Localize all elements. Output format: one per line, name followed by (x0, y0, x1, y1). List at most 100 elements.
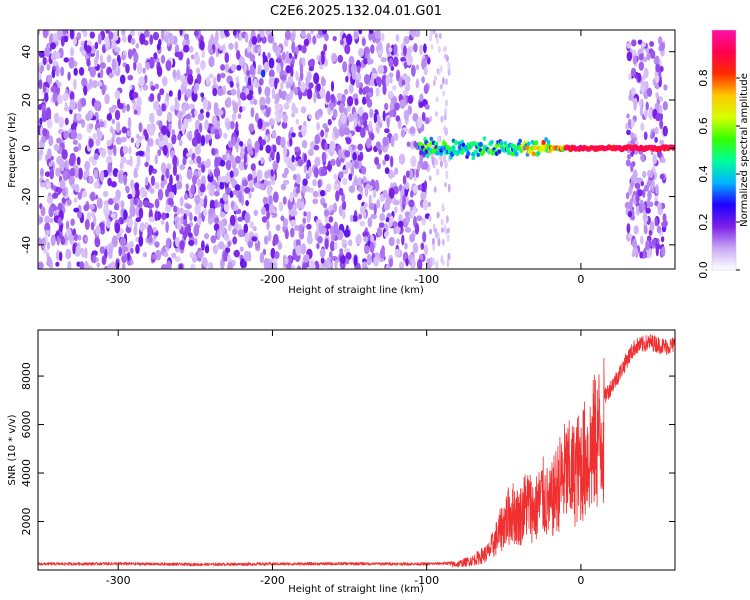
heatmap-cell (389, 90, 394, 99)
heatmap-cell (39, 117, 43, 126)
heatmap-cell (165, 237, 171, 249)
heatmap-cell (254, 182, 260, 189)
heatmap-cell (342, 61, 348, 73)
heatmap-cell (375, 87, 380, 97)
heatmap-cell (83, 204, 90, 212)
heatmap-cell (320, 257, 325, 264)
heatmap-cell (153, 52, 158, 60)
y-tick-label: 40 (20, 45, 33, 59)
heatmap-cell (71, 183, 76, 190)
heatmap-cell (284, 256, 289, 265)
heatmap-cell (347, 113, 354, 123)
heatmap-cell (419, 93, 424, 102)
heatmap-cell (179, 164, 186, 171)
heatmap-cell (650, 49, 656, 59)
heatmap-cell (404, 227, 412, 233)
heatmap-cell (68, 234, 75, 242)
heatmap-cell (373, 256, 379, 267)
x-tick-label: 0 (577, 574, 584, 587)
heatmap-cell (358, 213, 362, 220)
heatmap-cell (266, 180, 272, 187)
heatmap-cell (278, 201, 284, 212)
heatmap-cell (295, 187, 301, 194)
heatmap-cell (237, 98, 241, 108)
heatmap-cell (434, 232, 438, 239)
heatmap-cell (373, 112, 378, 124)
heatmap-cell (471, 155, 476, 161)
heatmap-cell (148, 56, 155, 69)
heatmap-cell (318, 222, 324, 234)
heatmap-cell (439, 160, 443, 168)
heatmap-cell (445, 170, 449, 180)
heatmap-cell (232, 236, 237, 245)
heatmap-cell (324, 130, 329, 139)
heatmap-cell (237, 229, 245, 238)
heatmap-cell (357, 120, 362, 126)
heatmap-cell (324, 142, 328, 151)
heatmap-cell (44, 171, 51, 177)
heatmap-cell (177, 219, 182, 231)
heatmap-cell (200, 92, 205, 98)
heatmap-cell (351, 68, 357, 80)
heatmap-cell (38, 50, 46, 58)
heatmap-cell (370, 75, 374, 87)
heatmap-cell (390, 155, 394, 168)
heatmap-cell (55, 64, 60, 77)
heatmap-cell (266, 184, 272, 197)
heatmap-cell (63, 106, 71, 112)
heatmap-cell (149, 34, 154, 46)
heatmap-cell (238, 161, 245, 171)
heatmap-cell (251, 236, 258, 242)
y-tick-label: 2000 (20, 508, 33, 536)
heatmap-cell (211, 115, 218, 125)
heatmap-cell (384, 102, 389, 111)
heatmap-cell (196, 216, 202, 226)
heatmap-cell (268, 118, 275, 126)
heatmap-cell (661, 246, 666, 257)
heatmap-cell (478, 141, 483, 147)
heatmap-cell (217, 109, 224, 116)
heatmap-cell (169, 174, 173, 187)
heatmap-cell (399, 99, 406, 109)
heatmap-cell (236, 64, 242, 71)
heatmap-cell (268, 76, 275, 88)
heatmap-cell (646, 87, 653, 98)
heatmap-cell (170, 149, 175, 159)
heatmap-cell (293, 174, 297, 181)
heatmap-cell (412, 242, 419, 254)
heatmap-cell (48, 205, 54, 218)
heatmap-cell (235, 121, 239, 132)
heatmap-cell (336, 92, 343, 100)
heatmap-cell (382, 189, 388, 199)
heatmap-cell (94, 100, 101, 111)
heatmap-cell (410, 257, 416, 269)
heatmap-cell (352, 152, 357, 161)
heatmap-cell (382, 136, 389, 147)
heatmap-cell (233, 167, 239, 177)
heatmap-cell (299, 63, 304, 75)
heatmap-cell (302, 217, 307, 224)
heatmap-cell (265, 107, 271, 117)
heatmap-cell (320, 129, 325, 138)
heatmap-cell (51, 69, 56, 79)
heatmap-cell (661, 157, 666, 163)
heatmap-cell (308, 82, 314, 89)
heatmap-cell (194, 145, 201, 156)
heatmap-cell (375, 76, 380, 85)
heatmap-cell (325, 90, 331, 103)
heatmap-cell (210, 235, 217, 244)
heatmap-cell (631, 39, 637, 47)
heatmap-cell (84, 160, 91, 171)
heatmap-cell (271, 87, 276, 100)
heatmap-cell (436, 211, 440, 219)
heatmap-cell (46, 195, 54, 205)
heatmap-cell (162, 144, 168, 156)
heatmap-cell (165, 212, 170, 219)
heatmap-cell (421, 217, 426, 226)
heatmap-cell (274, 251, 280, 260)
heatmap-cell (392, 221, 398, 227)
heatmap-cell (205, 111, 210, 118)
heatmap-cell (191, 137, 198, 147)
y-tick-label: -20 (20, 188, 33, 206)
heatmap-cell (229, 214, 236, 226)
